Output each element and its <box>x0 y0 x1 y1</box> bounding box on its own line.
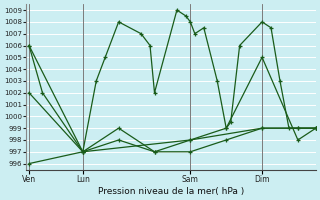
X-axis label: Pression niveau de la mer( hPa ): Pression niveau de la mer( hPa ) <box>98 187 244 196</box>
